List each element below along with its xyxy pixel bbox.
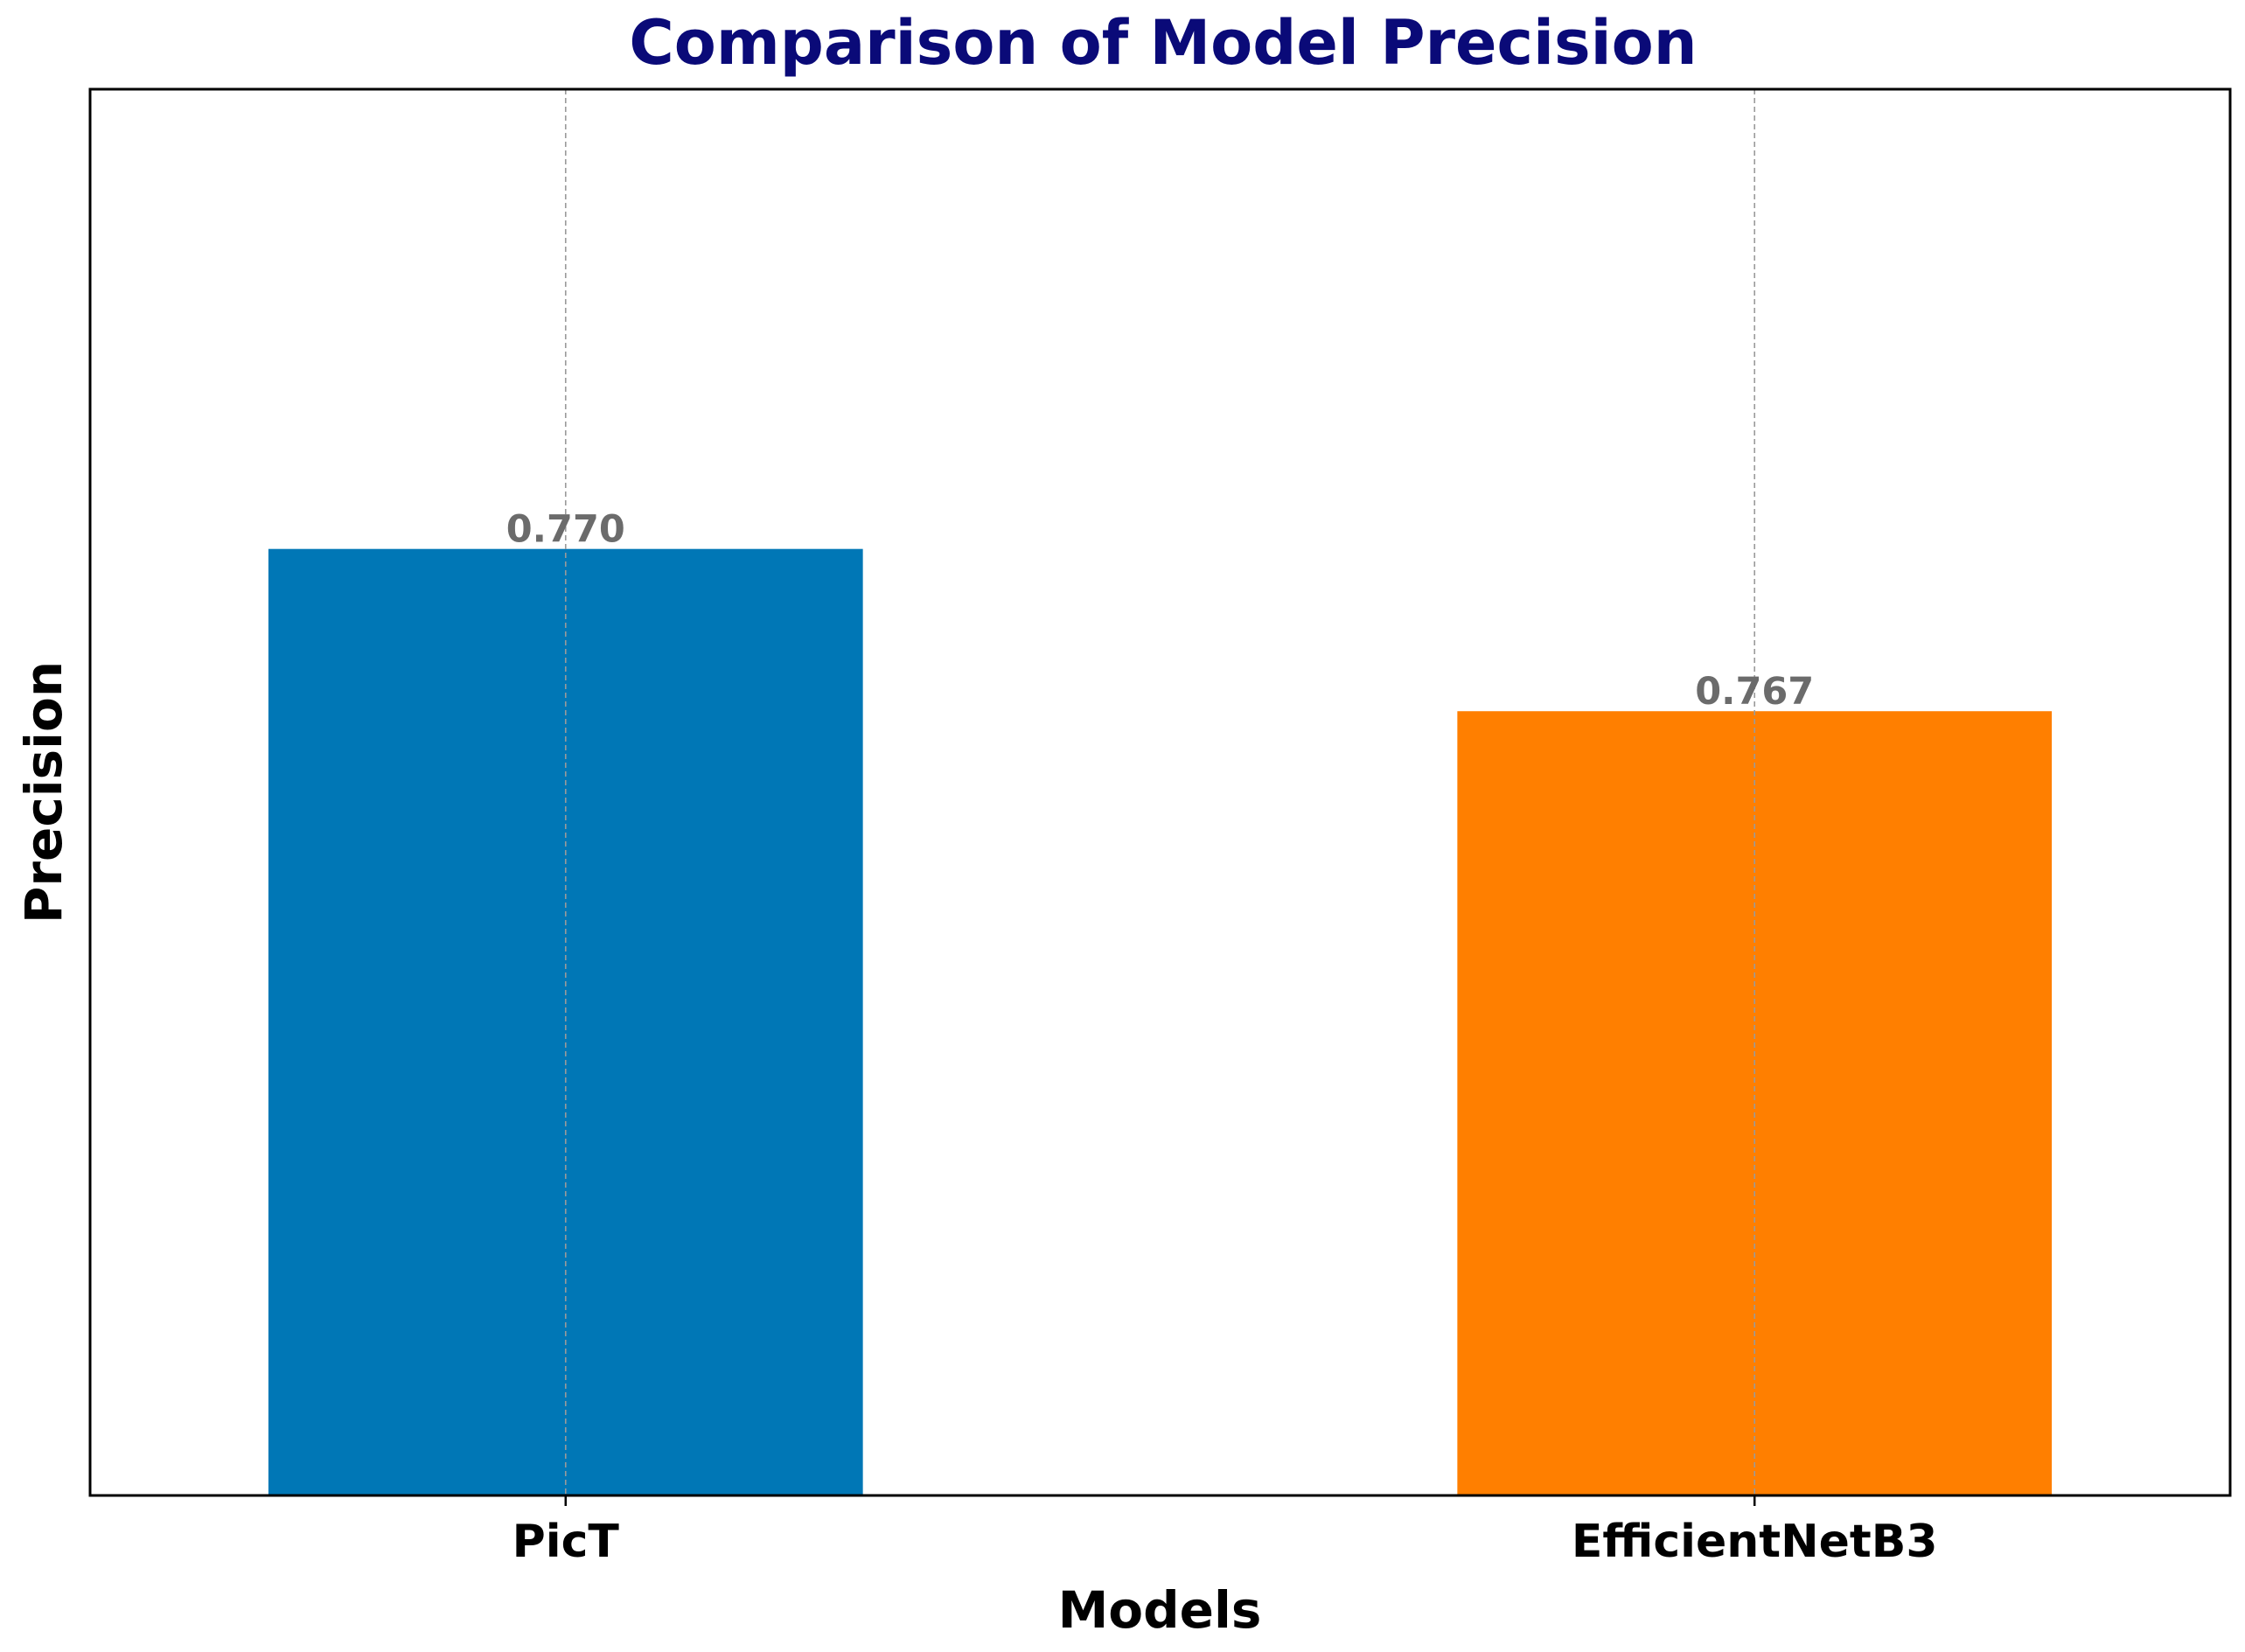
plot-frame xyxy=(88,87,2232,1497)
value-label-pict: 0.770 xyxy=(506,508,625,552)
value-label-efficientnetb3: 0.767 xyxy=(1695,670,1814,714)
bar-pict xyxy=(268,548,863,1495)
x-ticks: PicT EfficientNetB3 xyxy=(512,1495,1938,1568)
x-tick-label-pict: PicT xyxy=(512,1516,620,1568)
y-axis-label: Precision xyxy=(14,661,73,924)
value-labels: 0.770 0.767 xyxy=(506,508,1814,714)
chart-title: Comparison of Model Precision xyxy=(629,7,1697,79)
x-tick-label-efficientnetb3: EfficientNetB3 xyxy=(1572,1516,1938,1568)
gridlines-overlay xyxy=(564,89,1756,1495)
x-axis-label: Models xyxy=(1058,1580,1262,1640)
